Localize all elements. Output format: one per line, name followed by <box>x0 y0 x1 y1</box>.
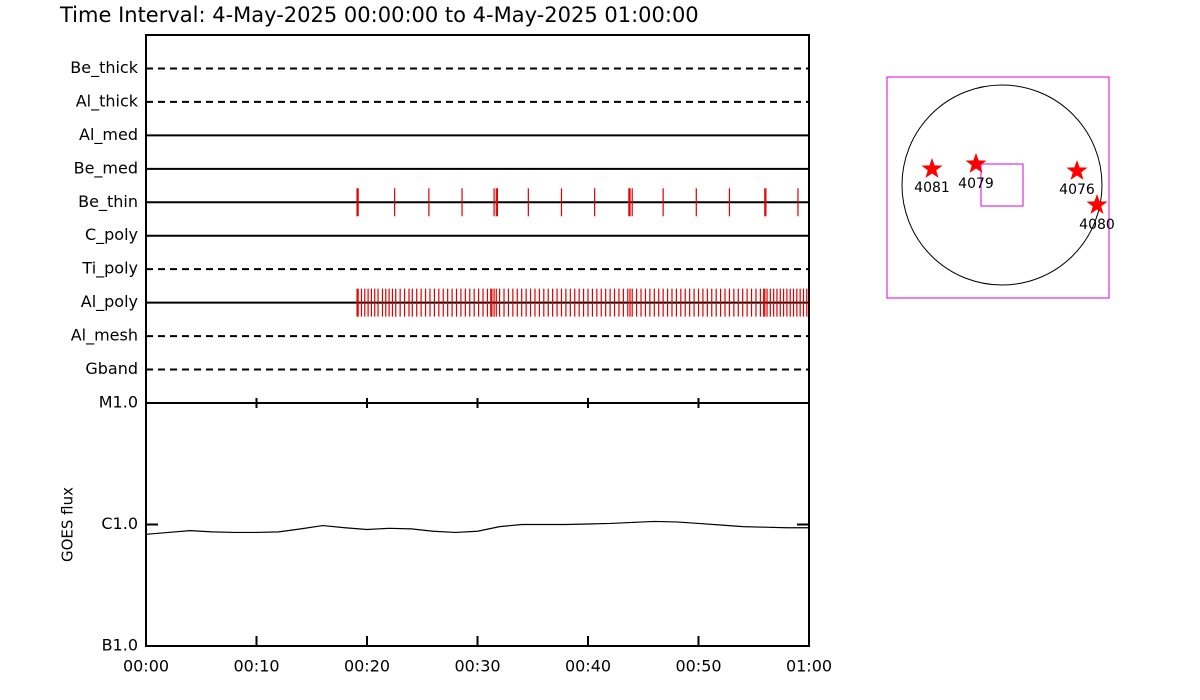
x-tick-label: 01:00 <box>786 657 832 676</box>
region-marker <box>965 153 987 173</box>
region-label: 4076 <box>1059 182 1095 198</box>
row-label: Al_med <box>79 125 138 145</box>
y-tick-label: B1.0 <box>102 636 138 655</box>
region-label: 4079 <box>958 176 994 192</box>
row-label: Gband <box>85 359 138 378</box>
region-marker <box>1066 160 1088 180</box>
region-marker <box>921 158 943 178</box>
x-tick-label: 00:00 <box>123 657 169 676</box>
row-label: Be_med <box>74 158 138 178</box>
y-axis-label: GOES flux <box>59 487 77 562</box>
row-label: Ti_poly <box>81 259 138 279</box>
x-tick-label: 00:40 <box>565 657 611 676</box>
solar-map: 4081 4079 4076 4080 <box>886 76 1115 299</box>
y-tick-label: C1.0 <box>101 514 138 533</box>
panel-frame <box>145 34 810 404</box>
region-label: 4081 <box>914 180 950 196</box>
x-tick-label: 00:20 <box>344 657 390 676</box>
x-tick-label: 00:30 <box>454 657 500 676</box>
region-label: 4080 <box>1079 217 1115 233</box>
row-label: Be_thick <box>70 58 138 78</box>
row-label: Al_poly <box>81 292 138 312</box>
row-label: Al_mesh <box>71 326 138 346</box>
fov-box <box>980 163 1024 207</box>
row-label: C_poly <box>85 225 138 245</box>
chart-title: Time Interval: 4-May-2025 00:00:00 to 4-… <box>59 3 699 27</box>
y-tick-label: M1.0 <box>99 393 138 412</box>
x-tick-label: 00:10 <box>233 657 279 676</box>
solar-disk <box>901 84 1103 286</box>
row-label: Al_thick <box>76 91 139 111</box>
map-frame <box>886 76 1110 299</box>
goes-line <box>145 520 809 535</box>
row-label: Be_thin <box>78 192 138 212</box>
x-tick-label: 00:50 <box>675 657 721 676</box>
